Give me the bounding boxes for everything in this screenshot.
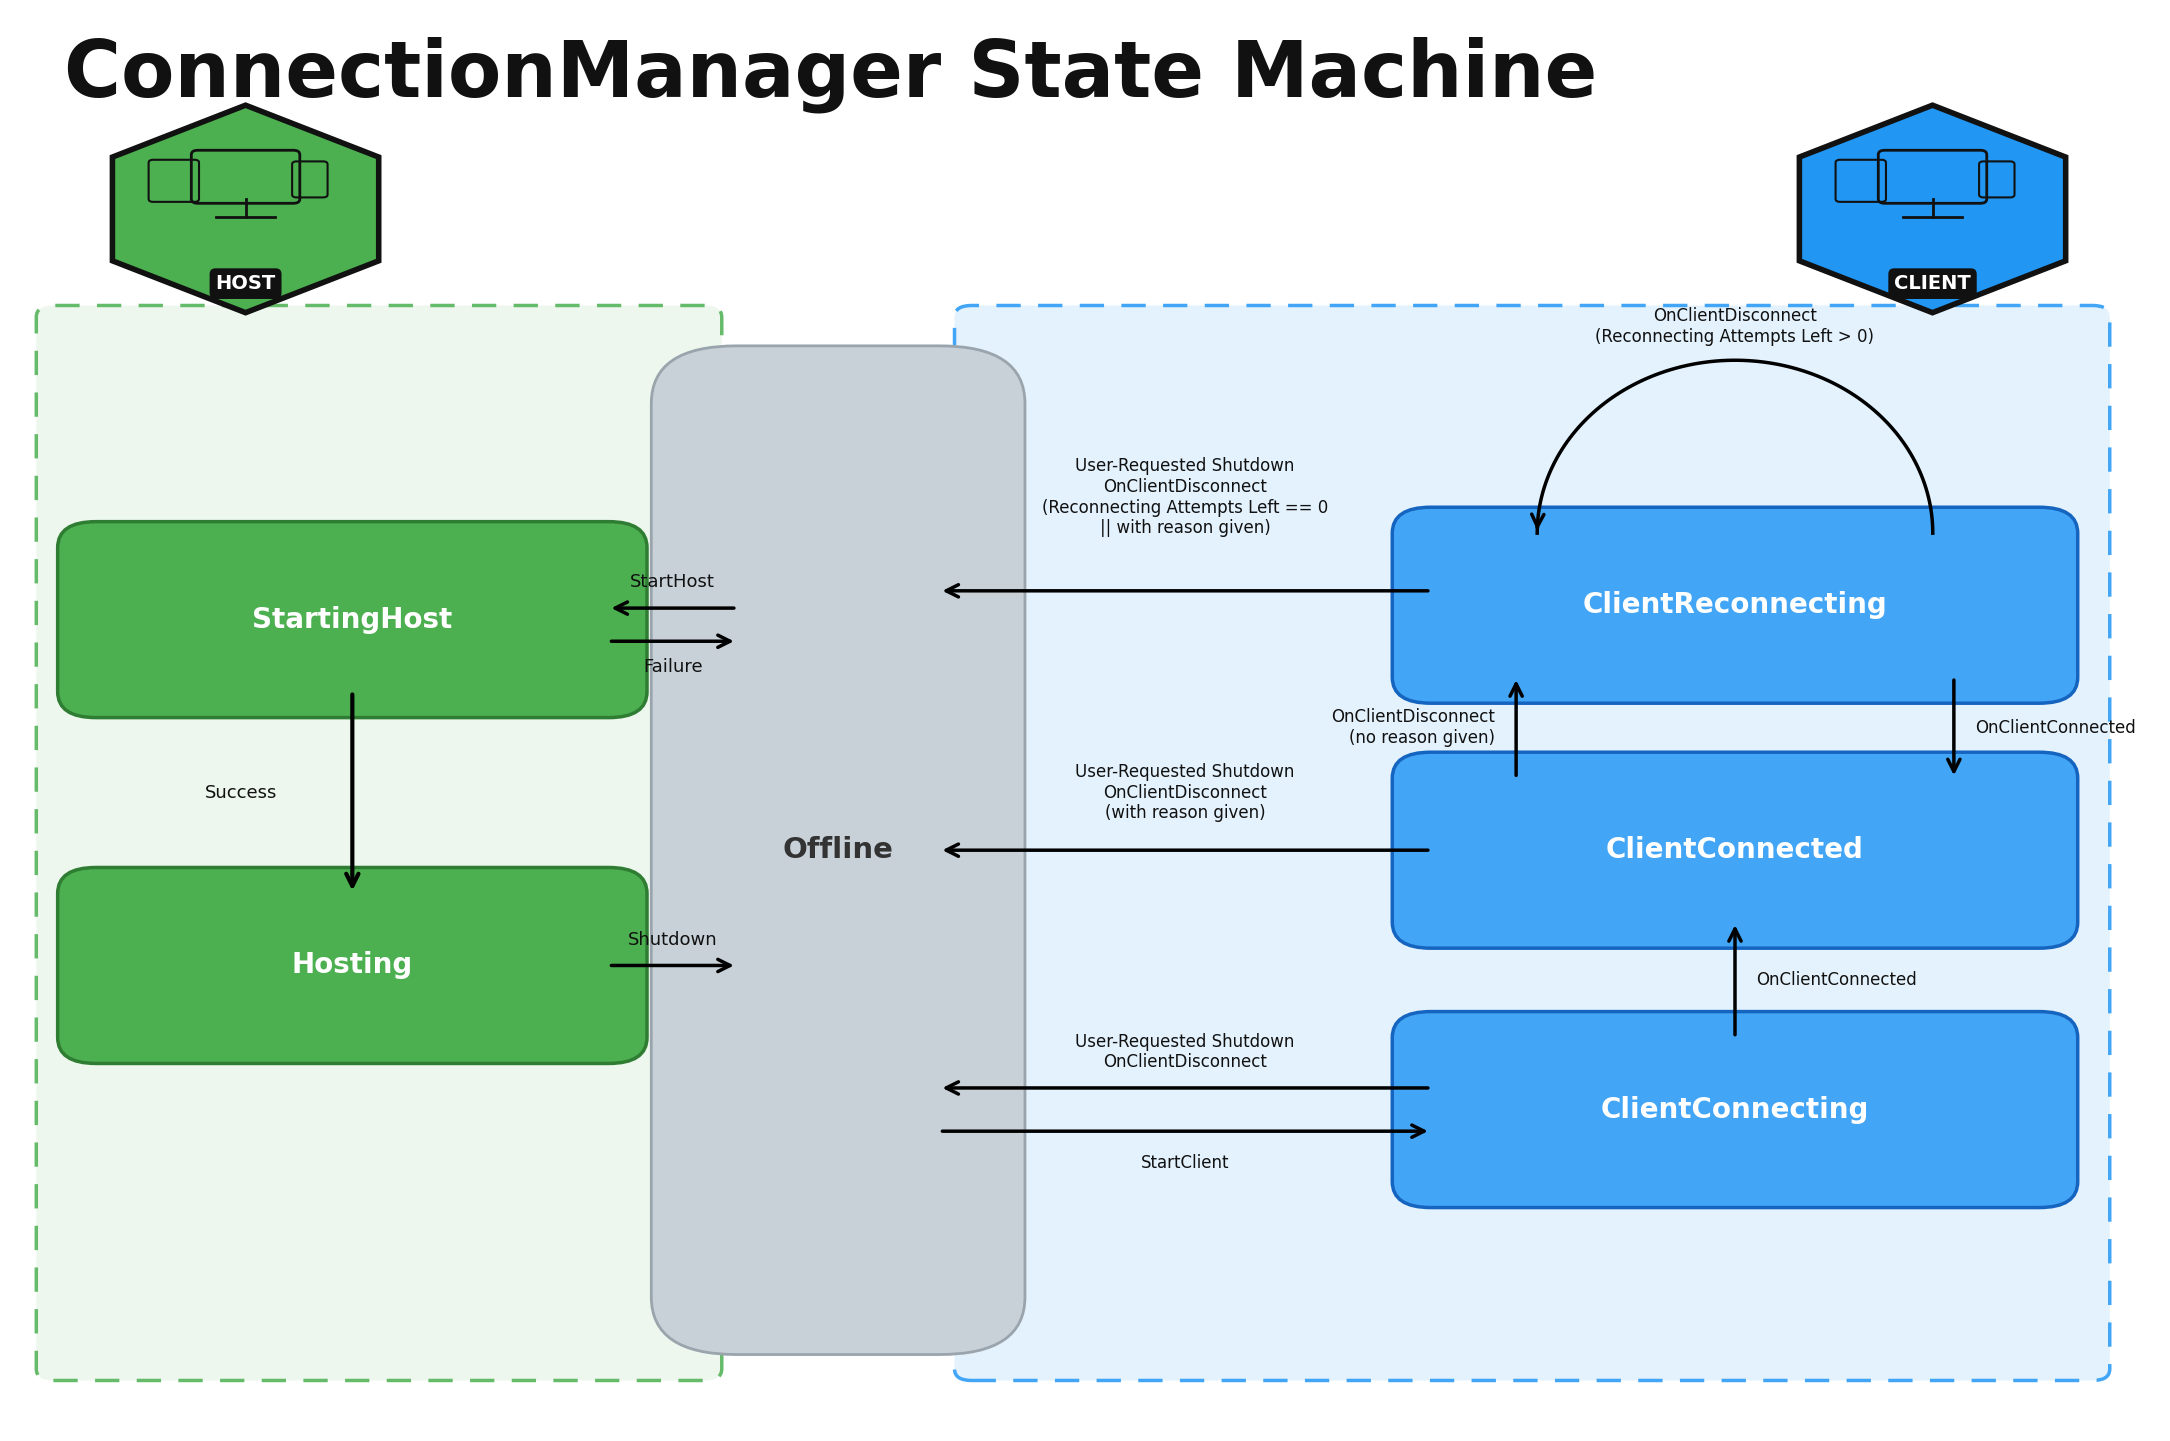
Text: Hosting: Hosting — [291, 951, 412, 980]
Text: ConnectionManager State Machine: ConnectionManager State Machine — [65, 36, 1597, 112]
Text: OnClientConnected: OnClientConnected — [1756, 971, 1916, 989]
Text: OnClientDisconnect
(Reconnecting Attempts Left > 0): OnClientDisconnect (Reconnecting Attempt… — [1595, 307, 1875, 346]
Polygon shape — [113, 105, 380, 313]
FancyBboxPatch shape — [651, 346, 1024, 1355]
Text: StartingHost: StartingHost — [252, 605, 454, 634]
Text: CLIENT: CLIENT — [1894, 274, 1970, 293]
Text: StartClient: StartClient — [1141, 1154, 1230, 1172]
Text: Success: Success — [206, 784, 278, 801]
Text: OnClientConnected: OnClientConnected — [1975, 719, 2135, 736]
Text: HOST: HOST — [215, 274, 276, 293]
Text: User-Requested Shutdown
OnClientDisconnect: User-Requested Shutdown OnClientDisconne… — [1076, 1033, 1295, 1071]
Text: ClientConnected: ClientConnected — [1606, 836, 1864, 865]
FancyBboxPatch shape — [955, 305, 2109, 1380]
Text: OnClientDisconnect
(no reason given): OnClientDisconnect (no reason given) — [1330, 709, 1495, 746]
FancyBboxPatch shape — [59, 522, 647, 718]
Text: Shutdown: Shutdown — [627, 931, 718, 948]
FancyBboxPatch shape — [1393, 1012, 2077, 1208]
Polygon shape — [1799, 105, 2066, 313]
Text: User-Requested Shutdown
OnClientDisconnect
(Reconnecting Attempts Left == 0
|| w: User-Requested Shutdown OnClientDisconne… — [1042, 457, 1328, 537]
Text: ClientReconnecting: ClientReconnecting — [1582, 591, 1888, 620]
FancyBboxPatch shape — [1393, 507, 2077, 703]
FancyBboxPatch shape — [37, 305, 723, 1380]
FancyBboxPatch shape — [59, 867, 647, 1063]
Text: Offline: Offline — [783, 836, 894, 865]
Text: ClientConnecting: ClientConnecting — [1601, 1095, 1868, 1124]
FancyBboxPatch shape — [1393, 752, 2077, 948]
Text: StartHost: StartHost — [629, 574, 716, 591]
Text: User-Requested Shutdown
OnClientDisconnect
(with reason given): User-Requested Shutdown OnClientDisconne… — [1076, 762, 1295, 823]
Text: Failure: Failure — [642, 659, 703, 676]
